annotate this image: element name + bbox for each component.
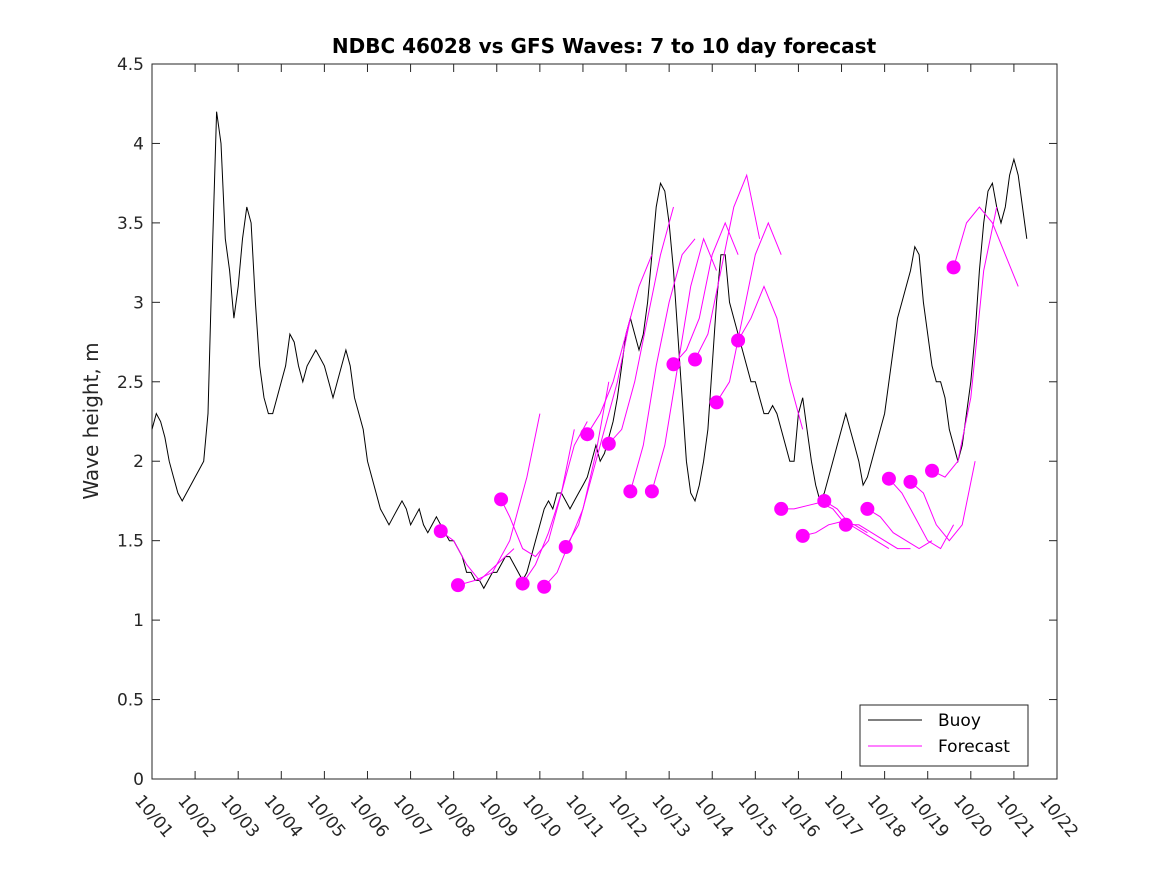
forecast-line: [953, 206, 1019, 287]
forecast-line: [586, 254, 653, 435]
y-tick-label: 0.5: [117, 691, 144, 711]
forecast-line: [608, 206, 674, 445]
forecast-line: [931, 206, 998, 478]
forecast-start-marker: [838, 517, 853, 532]
forecast-start-marker: [450, 578, 465, 593]
chart-title: NDBC 46028 vs GFS Waves: 7 to 10 day for…: [332, 34, 877, 58]
legend: Buoy Forecast: [859, 704, 1029, 767]
forecast-start-marker: [623, 484, 638, 499]
forecast-line: [802, 521, 868, 537]
forecast-line: [910, 461, 976, 542]
forecast-line: [440, 530, 515, 582]
forecast-start-marker: [903, 474, 918, 489]
buoy-line: [151, 111, 1028, 590]
forecast-line: [565, 318, 631, 548]
forecast-start-marker: [925, 463, 940, 478]
y-tick-label: 0: [133, 770, 144, 790]
forecast-start-marker: [795, 528, 810, 543]
y-tick-label: 2.5: [117, 373, 144, 393]
forecast-start-marker: [537, 579, 552, 594]
y-tick-label: 2: [133, 452, 144, 472]
forecast-line: [522, 421, 588, 584]
forecast-line: [888, 478, 955, 550]
y-tick-label: 3.5: [117, 214, 144, 234]
forecast-start-marker: [580, 427, 595, 442]
forecast-start-marker: [881, 471, 896, 486]
legend-label-buoy: Buoy: [938, 711, 981, 731]
forecast-start-marker: [774, 501, 789, 516]
forecast-start-marker: [644, 484, 659, 499]
y-tick-label: 3: [133, 293, 144, 313]
forecast-start-marker: [666, 357, 681, 372]
y-axis-label: Wave height, m: [79, 342, 103, 499]
y-tick-label: 4.5: [117, 55, 144, 75]
y-tick-label: 4: [133, 134, 144, 154]
forecast-start-marker: [817, 493, 832, 508]
forecast-start-marker: [688, 352, 702, 367]
y-tick-label: 1.5: [117, 532, 144, 552]
forecast-start-marker: [433, 524, 448, 539]
forecast-start-marker: [709, 395, 724, 410]
forecast-start-marker: [946, 260, 961, 275]
forecast-line: [737, 285, 804, 430]
forecast-start-marker: [515, 576, 530, 591]
forecast-start-marker: [860, 501, 875, 516]
forecast-start-marker: [558, 540, 573, 555]
forecast-line: [543, 381, 610, 588]
forecast-line: [824, 500, 890, 550]
forecast-line: [629, 238, 696, 492]
axes-box: [151, 63, 1058, 780]
forecast-start-marker: [494, 492, 509, 507]
forecast-line: [694, 173, 761, 360]
forecast-line: [457, 413, 541, 586]
forecast-line: [845, 524, 911, 550]
forecast-line: [651, 237, 717, 492]
plot-area: [151, 63, 1058, 780]
y-tick-label: 1: [133, 611, 144, 631]
legend-box: [859, 704, 1029, 767]
forecast-line: [716, 221, 782, 403]
forecast-line: [781, 501, 847, 526]
forecast-start-marker: [601, 436, 616, 451]
legend-label-forecast: Forecast: [938, 737, 1010, 757]
forecast-line: [673, 221, 739, 365]
forecast-start-marker: [731, 333, 746, 348]
y-axis: 0 0.5 1 1.5 2 2.5 3 3.5 4 4.5: [117, 55, 1057, 790]
forecast-line: [867, 508, 933, 550]
